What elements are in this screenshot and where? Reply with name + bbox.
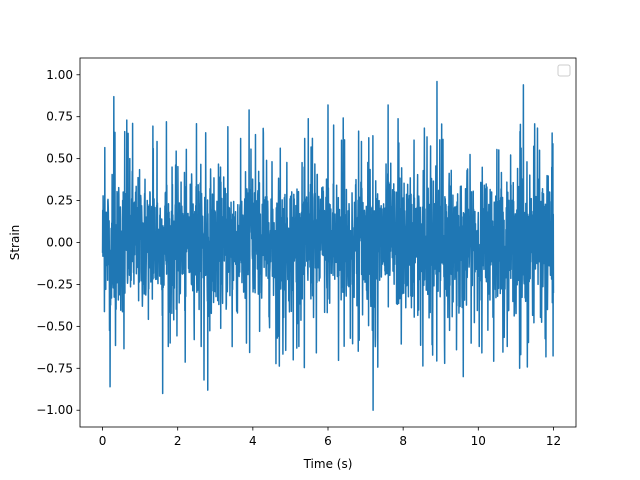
y-tick-label: −0.25: [36, 277, 73, 291]
x-tick-label: 6: [324, 434, 332, 448]
y-tick-label: 0.75: [46, 110, 73, 124]
y-axis-label: Strain: [8, 225, 22, 261]
y-tick-label: 0.50: [46, 152, 73, 166]
strain-series-line: [101, 80, 555, 411]
y-tick-label: −0.50: [36, 319, 73, 333]
x-axis-ticks: 0 2 4 6 8 10 12: [99, 427, 561, 448]
legend-box: [557, 64, 571, 77]
x-tick-label: 12: [546, 434, 561, 448]
x-tick-label: 4: [249, 434, 257, 448]
x-tick-label: 2: [174, 434, 182, 448]
y-axis-ticks: −1.00 −0.75 −0.50 −0.25 0.00 0.25 0.50 0.75 1.00: [36, 68, 80, 417]
x-axis-label: Time (s): [303, 457, 353, 471]
y-tick-label: 0.00: [46, 236, 73, 250]
y-tick-label: −1.00: [36, 403, 73, 417]
y-tick-label: 0.25: [46, 194, 73, 208]
y-tick-label: −0.75: [36, 361, 73, 375]
x-tick-label: 0: [99, 434, 107, 448]
y-tick-label: 1.00: [46, 68, 73, 82]
x-tick-label: 8: [399, 434, 407, 448]
x-tick-label: 10: [471, 434, 486, 448]
